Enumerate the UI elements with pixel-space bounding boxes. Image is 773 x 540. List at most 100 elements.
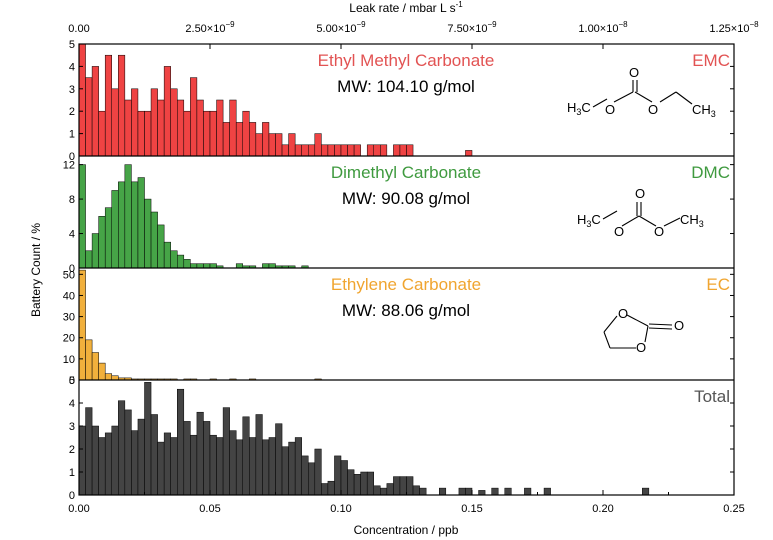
histogram-bar xyxy=(98,437,106,496)
panel-abbrev-label: EC xyxy=(706,275,730,294)
histogram-bar xyxy=(321,483,329,496)
histogram-bar xyxy=(157,99,165,157)
atom-oxygen: O xyxy=(629,65,639,80)
histogram-bar xyxy=(131,88,139,157)
histogram-bar xyxy=(262,122,270,157)
top-tick-mantissa: 0.00 xyxy=(68,23,89,35)
histogram-bar xyxy=(177,99,185,157)
histogram-bar xyxy=(177,388,185,496)
histogram-bar xyxy=(85,407,93,496)
y-tick-label: 4 xyxy=(69,61,75,73)
histogram-bar xyxy=(327,480,335,496)
top-tick-mantissa: 5.00×10 xyxy=(316,23,356,35)
bond-line xyxy=(675,91,693,105)
histogram-bar xyxy=(275,133,283,157)
top-tick-mantissa: 1.25×10 xyxy=(709,23,749,35)
histogram-bar xyxy=(334,455,342,496)
histogram-bar xyxy=(275,423,283,496)
atom-c: C xyxy=(591,212,600,227)
histogram-bar xyxy=(393,476,401,496)
histogram-bar xyxy=(419,487,427,496)
histogram-bar xyxy=(262,439,270,496)
panel-emc: 0 1 2 3 4 5 Ethyl Methyl Carbonate MW: 104.10 g… xyxy=(69,39,734,163)
histogram-bar xyxy=(144,382,152,496)
histogram-bar xyxy=(321,144,329,157)
histogram-bar xyxy=(203,263,211,269)
histogram-bar xyxy=(137,418,145,496)
top-tick-exponent: −8 xyxy=(618,20,628,29)
emc-structure: H3C OOO CH3 xyxy=(567,65,716,119)
histogram-bar xyxy=(524,487,532,496)
histogram-bar xyxy=(255,133,263,157)
histogram-bar xyxy=(439,487,447,496)
histogram-bar xyxy=(229,99,237,157)
ec-structure: O O O xyxy=(603,306,684,355)
histogram-bar xyxy=(111,190,119,269)
histogram-bar xyxy=(373,144,381,157)
histogram-bar xyxy=(242,416,250,496)
histogram-bar xyxy=(399,476,407,496)
histogram-bar xyxy=(104,432,112,496)
histogram-bar xyxy=(294,437,302,496)
histogram-bar xyxy=(170,88,178,157)
histogram-bar xyxy=(137,177,145,269)
bond-line xyxy=(626,314,649,327)
histogram-bar xyxy=(124,99,132,157)
y-tick-label: 2 xyxy=(69,444,75,456)
y-tick-label: 3 xyxy=(69,421,75,433)
panel-ec: 0 10 20 30 40 50 Ethylene Carbonate MW: 88.06 g… xyxy=(63,269,734,387)
top-tick-label: 1.00×10−8 xyxy=(578,20,628,35)
top-tick-label: 2.50×10−9 xyxy=(185,20,235,35)
histogram-bar xyxy=(373,485,381,496)
histogram-bar xyxy=(235,439,243,496)
atom-oxygen: O xyxy=(605,102,615,117)
histogram-bar xyxy=(399,144,407,157)
histogram-bar xyxy=(340,144,348,157)
histogram-bar xyxy=(314,448,322,496)
x-tick-label: 0.15 xyxy=(461,503,482,515)
bond-line xyxy=(648,327,673,330)
histogram-bar xyxy=(281,446,289,496)
histogram-bar xyxy=(308,144,316,157)
histogram-bar xyxy=(543,487,551,496)
histogram-bar xyxy=(268,437,276,496)
panel-mw-label: MW: 90.08 g/mol xyxy=(342,189,470,208)
histogram-bar xyxy=(268,133,276,157)
histogram-bar xyxy=(78,269,86,381)
histogram-bar xyxy=(163,241,171,269)
histogram-bar xyxy=(196,99,204,157)
histogram-bar xyxy=(190,263,198,269)
histogram-bar xyxy=(91,66,99,157)
histogram-bar xyxy=(255,414,263,496)
top-tick-exponent: −9 xyxy=(225,20,235,29)
x-tick-label: 0.25 xyxy=(723,503,744,515)
y-tick-label: 50 xyxy=(63,269,75,281)
histogram-bar xyxy=(347,144,355,157)
histogram-bar xyxy=(78,425,86,496)
histogram-bar xyxy=(144,110,152,157)
top-tick-label: 7.50×10−9 xyxy=(447,20,497,35)
atom-subscript: 3 xyxy=(586,219,591,229)
histogram-bar xyxy=(98,216,106,269)
histogram-bar xyxy=(478,490,486,496)
histogram-bar xyxy=(406,144,414,157)
atom-subscript: 3 xyxy=(699,219,704,229)
histogram-bar xyxy=(327,144,335,157)
atom-subscript: 3 xyxy=(576,107,581,117)
panel-dmc: 0 4 8 12 Dimethyl Carbonate MW: 90.08 g/mol DM… xyxy=(63,160,734,275)
y-tick-label: 8 xyxy=(69,194,75,206)
bond-line xyxy=(644,325,649,343)
histogram-bar xyxy=(157,441,165,496)
histogram-bar xyxy=(491,487,499,496)
top-tick-label: 0.00 xyxy=(68,23,89,35)
histogram-bar xyxy=(183,110,191,157)
histogram-bar xyxy=(183,259,191,269)
histogram-bar xyxy=(85,250,93,269)
histogram-bar xyxy=(111,375,119,381)
y-tick-label: 1 xyxy=(69,129,75,141)
methyl-left-group: H3C xyxy=(577,212,601,229)
atom-oxygen: O xyxy=(636,340,646,355)
histogram-bar xyxy=(235,122,243,157)
bond-line xyxy=(592,98,608,108)
